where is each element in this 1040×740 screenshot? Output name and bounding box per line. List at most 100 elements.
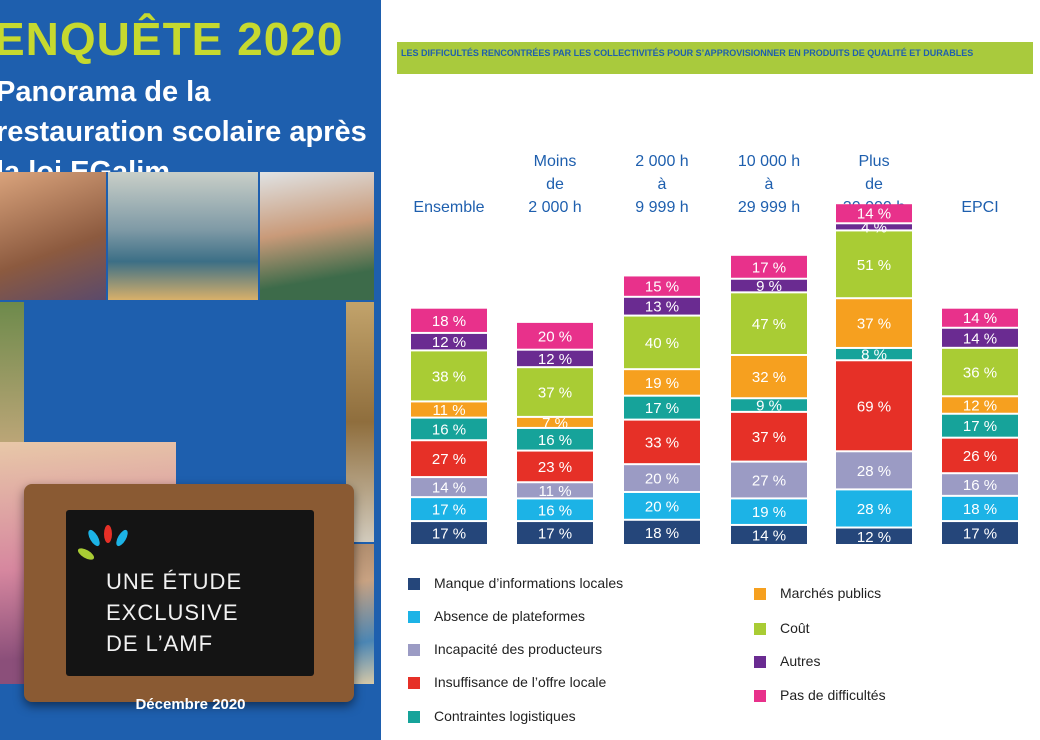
data-label: 11 % (432, 402, 465, 419)
data-label: 18 % (963, 501, 997, 518)
chart-banner-text: LES DIFFICULTÉS RENCONTRÉES PAR LES COLL… (401, 48, 974, 58)
bar-segment (942, 328, 1018, 347)
chalkboard-text: UNE ÉTUDE EXCLUSIVE DE L’AMF (106, 566, 326, 659)
cover-date: Décembre 2020 (135, 696, 246, 713)
data-label: 14 % (752, 527, 786, 544)
bar-segment (731, 293, 807, 354)
bar-segment (942, 308, 1018, 327)
data-label: 17 % (752, 259, 786, 276)
bar-segment (731, 525, 807, 544)
data-label: 11 % (538, 483, 571, 500)
category-label: de (865, 176, 883, 193)
bar-segment (624, 420, 700, 464)
legend-label: Manque d’informations locales (434, 575, 624, 591)
leaves-logo-icon (77, 525, 128, 560)
cover-photo-collage: UNE ÉTUDE EXCLUSIVE DE L’AMF (0, 172, 374, 702)
data-label: 18 % (645, 525, 679, 542)
bar-segment (517, 522, 593, 544)
category-label: EPCI (961, 199, 998, 216)
photo-boy-laughing (260, 172, 374, 300)
data-label: 16 % (963, 477, 997, 494)
bar-segment (942, 397, 1018, 413)
legend-label: Incapacité des producteurs (434, 641, 603, 657)
legend-swatch (408, 677, 420, 689)
data-label: 16 % (538, 502, 572, 519)
bar-segment (411, 308, 487, 332)
legend-swatch (754, 588, 766, 600)
data-label: 27 % (752, 473, 786, 490)
bar-segment (517, 322, 593, 349)
data-label: 14 % (857, 206, 891, 223)
data-label: 37 % (538, 385, 572, 402)
legend-swatch (754, 690, 766, 702)
data-label: 16 % (538, 432, 572, 449)
bar-segment (731, 355, 807, 398)
data-label: 20 % (645, 498, 679, 515)
data-label: 38 % (432, 368, 466, 385)
category-label: 10 000 h (738, 153, 800, 170)
legend-swatch (754, 656, 766, 668)
data-label: 37 % (752, 429, 786, 446)
data-label: 19 % (752, 504, 786, 521)
legend-swatch (754, 623, 766, 635)
data-label: 15 % (645, 279, 679, 296)
data-label: 28 % (857, 501, 891, 518)
bar-segment (411, 522, 487, 544)
legend-label: Coût (780, 620, 810, 636)
category-label: de (546, 176, 564, 193)
category-label: 29 999 h (738, 199, 800, 216)
bar-segment (624, 297, 700, 315)
data-label: 17 % (963, 526, 997, 543)
legend-label: Marchés publics (780, 585, 882, 601)
bar-segment (411, 441, 487, 477)
data-label: 20 % (645, 471, 679, 488)
legend-label: Contraintes logistiques (434, 708, 576, 724)
data-label: 69 % (857, 398, 891, 415)
data-label: 23 % (538, 459, 572, 476)
bar-segment (942, 522, 1018, 544)
bar-segment (517, 417, 593, 427)
bar-segment (731, 279, 807, 292)
board-line-1: UNE ÉTUDE (106, 569, 243, 594)
data-label: 14 % (963, 330, 997, 347)
category-label: Moins (534, 153, 577, 170)
data-label: 20 % (538, 328, 572, 345)
bar-segment (624, 316, 700, 369)
category-label: 2 000 h (528, 199, 581, 216)
stacked-bar-chart: Ensemble Moins de 2 000 h 2 000 h à 9 999 h 10 … (411, 153, 1018, 546)
bar-segment (731, 462, 807, 498)
bar-segment (942, 348, 1018, 396)
cover-title: ENQUÊTE 2020 (0, 13, 344, 65)
bar-segment (517, 428, 593, 450)
board-line-2: EXCLUSIVE (106, 600, 239, 625)
chalkboard-surface: UNE ÉTUDE EXCLUSIVE DE L’AMF (66, 510, 314, 676)
data-label: 12 % (857, 529, 891, 546)
bar-segment (411, 333, 487, 350)
legend-swatch (408, 611, 420, 623)
data-label: 16 % (432, 421, 466, 438)
bar-segment (836, 361, 912, 451)
bar-segment (411, 418, 487, 440)
data-label: 12 % (963, 398, 997, 415)
category-label: Plus (858, 153, 889, 170)
category-label: à (765, 176, 774, 193)
data-label: 19 % (645, 375, 679, 392)
bar-segment (836, 348, 912, 360)
data-label: 17 % (645, 400, 679, 417)
bar-segment (624, 492, 700, 519)
data-label: 9 % (756, 278, 782, 295)
legend-label: Absence de plateformes (434, 608, 585, 624)
category-label: Ensemble (413, 199, 484, 216)
data-label: 37 % (857, 316, 891, 333)
chalkboard: UNE ÉTUDE EXCLUSIVE DE L’AMF (24, 484, 354, 702)
bar-segment (517, 350, 593, 367)
category-label: à (658, 176, 667, 193)
legend-swatch (408, 711, 420, 723)
bar-segment (731, 255, 807, 278)
bar-segment (731, 412, 807, 461)
data-label: 32 % (752, 369, 786, 386)
bar-segment (411, 402, 487, 417)
data-label: 47 % (752, 316, 786, 333)
bar-segment (836, 299, 912, 347)
category-label: 9 999 h (635, 199, 688, 216)
